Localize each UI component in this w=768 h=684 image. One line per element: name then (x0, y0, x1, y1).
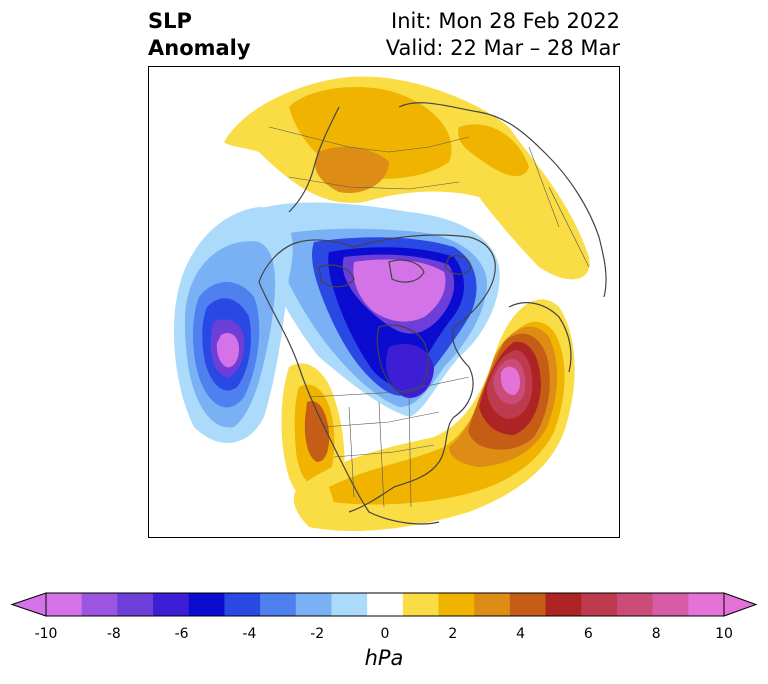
colorbar-tick-label: 0 (380, 626, 390, 642)
colorbar-tick-label: 10 (715, 626, 733, 642)
colorbar-cell (224, 593, 261, 616)
colorbar-cell (188, 593, 225, 616)
colorbar-cell (402, 593, 440, 616)
colorbar-cell (581, 593, 618, 616)
colorbar-border (45, 592, 725, 617)
colorbar-cell (81, 593, 118, 616)
colorbar-cell (545, 593, 582, 616)
pacific-low-anomaly (174, 207, 293, 444)
valid-range: Valid: 22 Mar – 28 Mar (385, 36, 620, 60)
colorbar-cell (688, 593, 725, 616)
chart-title-right: Init: Mon 28 Feb 2022 Valid: 22 Mar – 28… (386, 8, 620, 62)
chart-title-left: SLP Anomaly (148, 8, 251, 62)
map-panel (148, 66, 620, 538)
political-borders (268, 126, 590, 508)
colorbar (10, 592, 758, 617)
colorbar-over-arrow (723, 592, 758, 617)
colorbar-cell (117, 593, 154, 616)
colorbar-cell (260, 593, 297, 616)
colorbar-under-arrow (10, 592, 47, 617)
colorbar-cell (509, 593, 547, 616)
colorbar-cell (474, 593, 511, 616)
colorbar-tick-label: 2 (448, 626, 458, 642)
colorbar-cell (652, 593, 689, 616)
colorbar-cell (616, 593, 654, 616)
colorbar-cell (367, 593, 404, 616)
colorbar-units-label: hPa (364, 646, 404, 670)
siberia-high-anomaly (224, 76, 590, 280)
western-us-high-anomaly (281, 363, 345, 506)
colorbar-tick-label: -10 (34, 626, 58, 642)
colorbar-tick-label: -4 (242, 626, 257, 642)
colorbar-cell (331, 593, 368, 616)
title-slp: SLP (148, 9, 192, 33)
colorbar-tick-label: -8 (106, 626, 121, 642)
colorbar-tick-label: 8 (651, 626, 661, 642)
colorbar-cell (295, 593, 332, 616)
coastlines (258, 102, 607, 525)
colorbar-tick-label: -2 (310, 626, 325, 642)
colorbar-tick-label: 4 (516, 626, 526, 642)
colorbar-cell (153, 593, 190, 616)
atlantic-high-anomaly (293, 299, 575, 532)
slp-anomaly-map (174, 76, 607, 532)
colorbar-tick-label: 6 (583, 626, 593, 642)
title-anomaly: Anomaly (148, 36, 251, 60)
colorbar-cell (46, 593, 83, 616)
init-date: Init: Mon 28 Feb 2022 (391, 9, 620, 33)
colorbar-tick-label: -6 (174, 626, 189, 642)
colorbar-cell (438, 593, 475, 616)
